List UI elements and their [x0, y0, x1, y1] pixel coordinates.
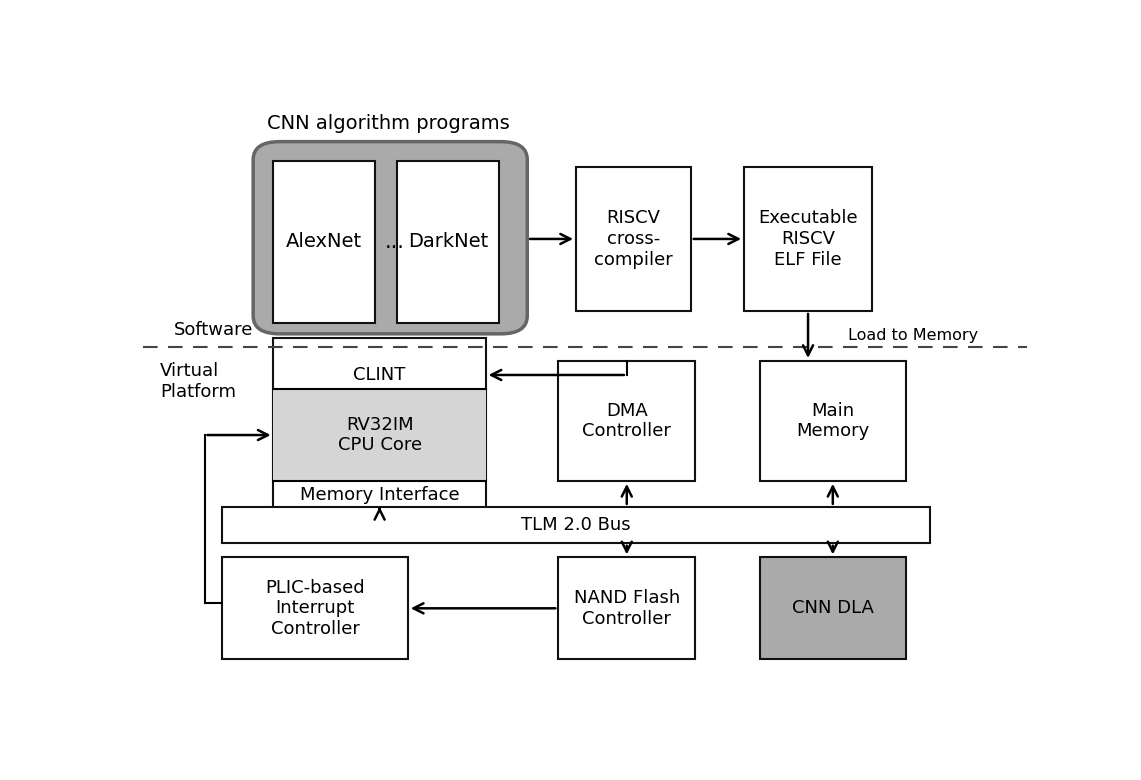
Bar [274, 338, 486, 509]
Bar [558, 557, 695, 659]
Text: Memory Interface: Memory Interface [300, 486, 460, 504]
Text: RISCV
cross-
compiler: RISCV cross- compiler [594, 209, 673, 269]
Text: AlexNet: AlexNet [286, 232, 363, 251]
Bar [558, 361, 695, 481]
Bar [397, 161, 499, 323]
Text: Load to Memory: Load to Memory [848, 328, 978, 343]
Text: CNN algorithm programs: CNN algorithm programs [267, 114, 510, 133]
Bar [222, 507, 930, 543]
Bar [576, 167, 691, 311]
Bar [760, 361, 906, 481]
Text: CLINT: CLINT [354, 366, 406, 384]
FancyBboxPatch shape [253, 142, 527, 334]
Text: Main
Memory: Main Memory [796, 402, 869, 441]
Text: Virtual
Platform: Virtual Platform [160, 363, 236, 401]
Text: DarkNet: DarkNet [408, 232, 488, 251]
Bar [274, 389, 486, 481]
Text: CNN DLA: CNN DLA [792, 599, 874, 617]
Text: Executable
RISCV
ELF File: Executable RISCV ELF File [759, 209, 858, 269]
Bar [760, 557, 906, 659]
Bar [274, 161, 375, 323]
Text: ...: ... [385, 232, 405, 252]
Text: NAND Flash
Controller: NAND Flash Controller [574, 589, 680, 628]
Text: Software: Software [173, 321, 253, 339]
Text: PLIC-based
Interrupt
Controller: PLIC-based Interrupt Controller [265, 579, 365, 638]
Text: TLM 2.0 Bus: TLM 2.0 Bus [521, 516, 631, 534]
Text: RV32IM
CPU Core: RV32IM CPU Core [338, 416, 422, 455]
Bar [744, 167, 872, 311]
Text: DMA
Controller: DMA Controller [582, 402, 671, 441]
Bar [222, 557, 408, 659]
